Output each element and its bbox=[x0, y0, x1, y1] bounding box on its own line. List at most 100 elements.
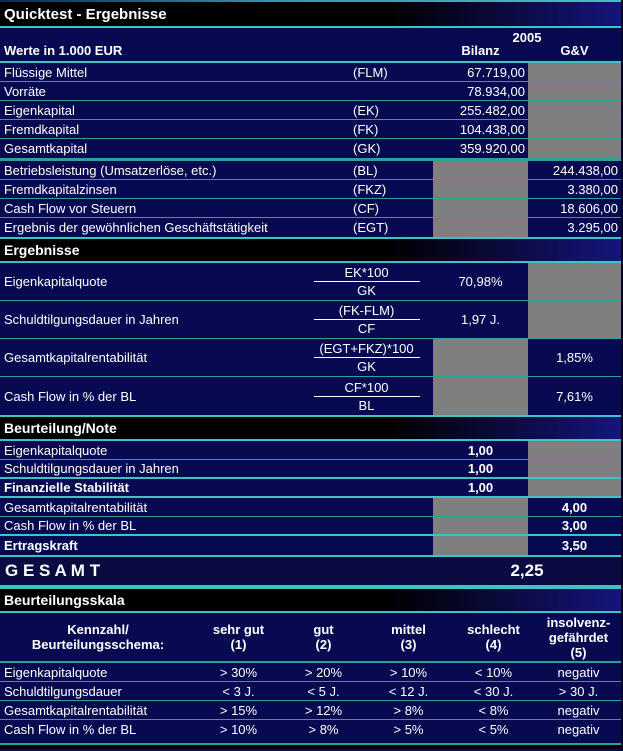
formula-numerator: EK*100 bbox=[313, 265, 420, 282]
formula-fraction: (EGT+FKZ)*100 GK bbox=[313, 341, 420, 374]
row-label: Eigenkapitalquote bbox=[4, 442, 108, 458]
formula-cell: (FK-FLM) CF bbox=[300, 301, 433, 338]
rating-row: Finanzielle Stabilität 1,00 bbox=[0, 479, 621, 498]
row-label: Cash Flow in % der BL bbox=[4, 518, 137, 533]
scale-header-label: Kennzahl/ Beurteilungsschema: bbox=[0, 622, 196, 652]
scale-column-line: (2) bbox=[315, 637, 332, 652]
row-label: Gesamtkapital bbox=[4, 141, 88, 156]
row-code: (FLM) bbox=[353, 64, 388, 80]
scale-column-line: sehr gut bbox=[212, 622, 265, 637]
scale-cell: < 12 J. bbox=[388, 683, 429, 699]
bilanz-rating-cell: 1,00 bbox=[467, 442, 494, 458]
bilanz-blocked-cell bbox=[433, 161, 528, 179]
scale-cell: > 30 J. bbox=[558, 683, 599, 699]
table-row: Betriebsleistung (Umsatzerlöse, etc.) (B… bbox=[0, 161, 621, 180]
formula-denominator: GK bbox=[357, 283, 376, 298]
rating-row: Cash Flow in % der BL 3,00 bbox=[0, 517, 621, 536]
scale-cell: negativ bbox=[557, 702, 600, 718]
rating-rows: Eigenkapitalquote 1,00 Schuldtilgungsdau… bbox=[0, 441, 621, 555]
scale-column-line: (4) bbox=[485, 637, 502, 652]
row-code: (EGT) bbox=[353, 220, 389, 235]
rating-row: Gesamtkapitalrentabilität 4,00 bbox=[0, 498, 621, 517]
table-row: Ergebnis der gewöhnlichen Geschäftstätig… bbox=[0, 218, 621, 237]
rating-row: Schuldtilgungsdauer in Jahren 1,00 bbox=[0, 460, 621, 479]
gv-blocked-cell bbox=[528, 460, 621, 477]
row-code: (BL) bbox=[353, 162, 378, 178]
gv-result-cell: 7,61% bbox=[556, 388, 593, 404]
result-row: Eigenkapitalquote EK*100 GK 70,98% bbox=[0, 263, 621, 301]
section-header-beurteilungsskala: Beurteilungsskala bbox=[0, 587, 621, 613]
table-row: Fremdkapitalzinsen (FKZ) 3.380,00 bbox=[0, 180, 621, 199]
gv-result-cell: 1,85% bbox=[556, 350, 593, 365]
scale-cell: negativ bbox=[557, 664, 600, 680]
page-title: Quicktest - Ergebnisse bbox=[4, 5, 167, 23]
table-row: Fremdkapital (FK) 104.438,00 bbox=[0, 120, 621, 139]
formula-denominator: CF bbox=[357, 321, 376, 336]
gv-blocked-cell bbox=[528, 82, 621, 100]
gv-value-cell[interactable]: 18.606,00 bbox=[560, 200, 618, 216]
row-label: Fremdkapital bbox=[4, 121, 80, 137]
table-row: Eigenkapital (EK) 255.482,00 bbox=[0, 101, 621, 120]
result-row: Schuldtilgungsdauer in Jahren (FK-FLM) C… bbox=[0, 301, 621, 339]
scale-cell: > 8% bbox=[393, 702, 424, 718]
table-row: Cash Flow vor Steuern (CF) 18.606,00 bbox=[0, 199, 621, 218]
row-label: Schuldtilgungsdauer in Jahren bbox=[4, 312, 179, 327]
scale-column-header-mittel: mittel (3) bbox=[366, 622, 451, 652]
bilanz-value-cell[interactable]: 255.482,00 bbox=[459, 102, 525, 118]
formula-cell: (EGT+FKZ)*100 GK bbox=[300, 339, 433, 376]
result-row: Gesamtkapitalrentabilität (EGT+FKZ)*100 … bbox=[0, 339, 621, 377]
scale-rows: Eigenkapitalquote > 30% > 20% > 10% < 10… bbox=[0, 663, 621, 739]
column-header: 2005 Werte in 1.000 EUR Bilanz G&V bbox=[0, 28, 621, 63]
bilanz-value-cell[interactable]: 359.920,00 bbox=[459, 141, 525, 156]
row-label: Eigenkapitalquote bbox=[4, 274, 108, 289]
row-label: Betriebsleistung (Umsatzerlöse, etc.) bbox=[4, 162, 217, 178]
table-row: Vorräte 78.934,00 bbox=[0, 82, 621, 101]
year-header: 2005 bbox=[512, 30, 542, 45]
scale-table-header: Kennzahl/ Beurteilungsschema: sehr gut (… bbox=[0, 613, 621, 663]
bilanz-value-cell[interactable]: 78.934,00 bbox=[467, 83, 525, 99]
gv-value-cell[interactable]: 244.438,00 bbox=[552, 162, 618, 178]
bilanz-result-cell: 70,98% bbox=[458, 274, 503, 289]
row-label: Schuldtilgungsdauer bbox=[4, 683, 122, 699]
bilanz-rating-cell: 1,00 bbox=[467, 480, 494, 495]
scale-column-header-sehr-gut: sehr gut (1) bbox=[196, 622, 281, 652]
row-code: (EK) bbox=[353, 102, 379, 118]
gv-value-cell[interactable]: 3.295,00 bbox=[567, 220, 618, 235]
scale-column-line: (3) bbox=[400, 637, 417, 652]
bilanz-value-cell[interactable]: 104.438,00 bbox=[459, 121, 525, 137]
bilanz-result-cell: 1,97 J. bbox=[460, 312, 501, 327]
rating-row: Ertragskraft 3,50 bbox=[0, 536, 621, 555]
row-code: (FKZ) bbox=[353, 181, 387, 197]
row-label: Fremdkapitalzinsen bbox=[4, 181, 117, 197]
bilanz-blocked-cell bbox=[433, 498, 528, 516]
gv-blocked-cell bbox=[528, 120, 621, 138]
total-row: G E S A M T 2,25 bbox=[0, 555, 621, 587]
row-label: Ertragskraft bbox=[4, 538, 78, 553]
rating-row: Eigenkapitalquote 1,00 bbox=[0, 441, 621, 460]
top-border-line bbox=[0, 0, 621, 2]
row-label: Ergebnis der gewöhnlichen Geschäftstätig… bbox=[4, 220, 268, 235]
table-row: Gesamtkapital (GK) 359.920,00 bbox=[0, 139, 621, 158]
scale-cell: < 30 J. bbox=[473, 683, 514, 699]
scale-column-line: mittel bbox=[391, 622, 426, 637]
bilanz-value-cell[interactable]: 67.719,00 bbox=[467, 64, 525, 80]
section-title: Ergebnisse bbox=[4, 242, 80, 258]
bottom-border bbox=[0, 739, 621, 749]
scale-row: Schuldtilgungsdauer < 3 J. < 5 J. < 12 J… bbox=[0, 682, 621, 701]
gv-rating-cell: 3,00 bbox=[561, 518, 588, 533]
section-header-beurteilung: Beurteilung/Note bbox=[0, 415, 621, 441]
scale-column-header-insolvenzgefaehrdet: insolvenz- gefährdet (5) bbox=[536, 615, 621, 660]
gv-blocked-cell bbox=[528, 139, 621, 158]
table-row: Flüssige Mittel (FLM) 67.719,00 bbox=[0, 63, 621, 82]
bottom-black-strip bbox=[0, 745, 621, 749]
scale-column-line: gut bbox=[313, 622, 334, 637]
formula-cell: CF*100 BL bbox=[300, 377, 433, 415]
formula-denominator: GK bbox=[357, 359, 376, 374]
bilanz-blocked-cell bbox=[433, 339, 528, 376]
row-label: Eigenkapitalquote bbox=[4, 664, 108, 680]
row-label: Eigenkapital bbox=[4, 102, 75, 118]
bilanz-blocked-cell bbox=[433, 377, 528, 415]
page-title-bar: Quicktest - Ergebnisse bbox=[0, 2, 621, 28]
gv-value-cell[interactable]: 3.380,00 bbox=[567, 181, 618, 197]
